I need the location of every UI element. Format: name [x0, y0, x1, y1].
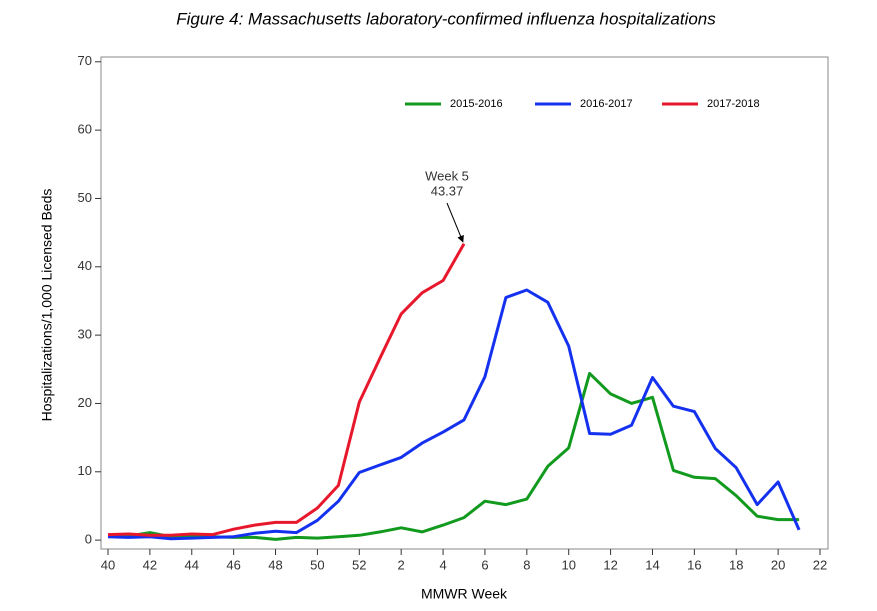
- x-tick-label: 44: [185, 557, 199, 572]
- x-tick-label: 14: [645, 557, 659, 572]
- x-tick-label: 20: [771, 557, 785, 572]
- y-tick-label: 20: [78, 395, 92, 410]
- x-tick-label: 6: [481, 557, 488, 572]
- y-tick-label: 40: [78, 258, 92, 273]
- x-tick-label: 22: [813, 557, 827, 572]
- legend-label: 2017-2018: [707, 98, 760, 110]
- x-tick-label: 16: [687, 557, 701, 572]
- y-tick-label: 60: [78, 122, 92, 137]
- line-series: [107, 288, 801, 541]
- x-axis-label: MMWR Week: [421, 586, 508, 602]
- legend-label: 2016-2017: [580, 98, 633, 110]
- line-series: [108, 371, 800, 541]
- annotation-arrow: [446, 202, 464, 243]
- legend-label: 2015-2016: [450, 98, 503, 110]
- x-tick-label: 40: [101, 557, 115, 572]
- x-tick-label: 50: [310, 557, 324, 572]
- x-tick-label: 2: [398, 557, 405, 572]
- y-axis-label: Hospitalizations/1,000 Licensed Beds: [39, 189, 55, 422]
- chart-title: Figure 4: Massachusetts laboratory-confi…: [176, 9, 716, 28]
- y-tick-label: 0: [85, 532, 92, 547]
- line-series: [107, 243, 466, 537]
- x-tick-label: 48: [268, 557, 282, 572]
- x-tick-label: 8: [523, 557, 530, 572]
- x-tick-label: 18: [729, 557, 743, 572]
- annotation: Week 5: [425, 168, 469, 183]
- y-tick-label: 50: [78, 190, 92, 205]
- x-tick-label: 12: [603, 557, 617, 572]
- y-tick-label: 10: [78, 463, 92, 478]
- y-tick-label: 70: [78, 53, 92, 68]
- x-tick-label: 4: [439, 557, 446, 572]
- x-tick-label: 52: [352, 557, 366, 572]
- x-tick-label: 42: [143, 557, 157, 572]
- x-tick-label: 10: [561, 557, 575, 572]
- y-tick-label: 30: [78, 327, 92, 342]
- x-tick-label: 46: [226, 557, 240, 572]
- data-label: 43.37: [431, 183, 464, 198]
- plot-frame: [100, 56, 829, 550]
